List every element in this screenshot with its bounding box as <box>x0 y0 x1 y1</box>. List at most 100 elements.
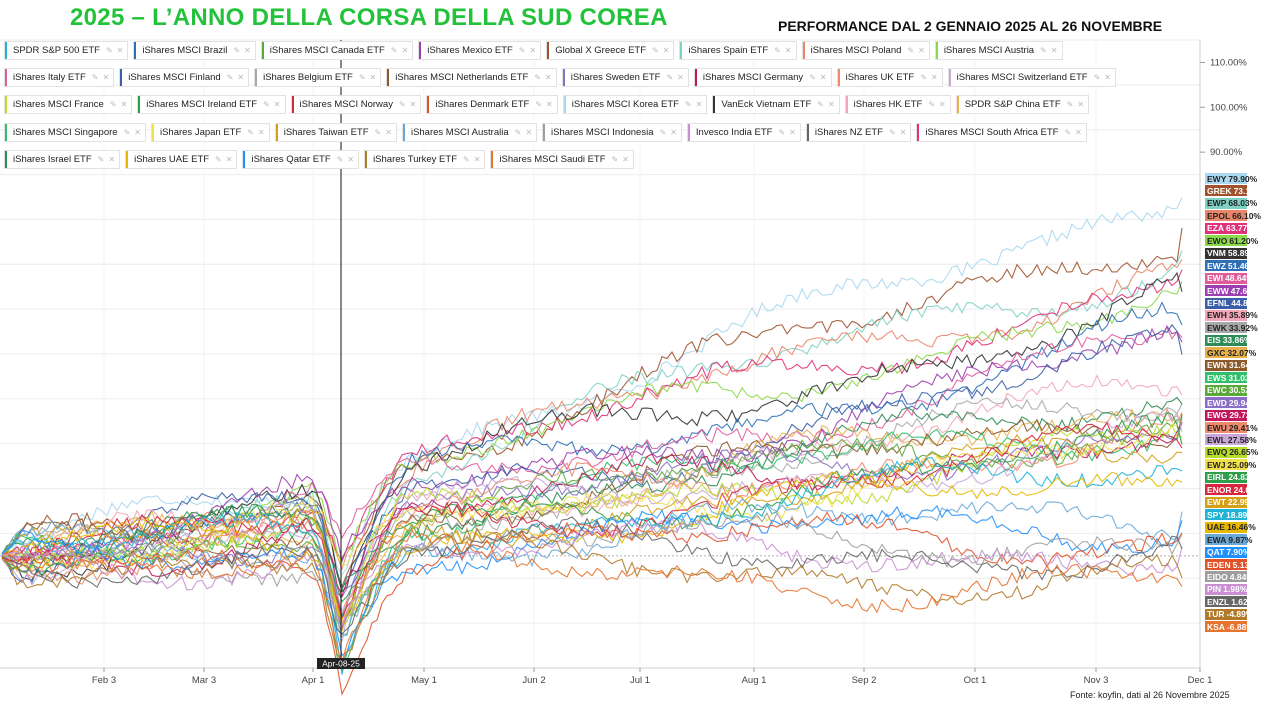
close-icon[interactable]: ✕ <box>1104 73 1111 83</box>
close-icon[interactable]: ✕ <box>273 100 281 110</box>
legend-item[interactable]: iShares Turkey ETF ✎ ✕ <box>364 149 486 169</box>
edit-icon[interactable]: ✎ <box>336 154 344 164</box>
edit-icon[interactable]: ✎ <box>659 127 667 137</box>
close-icon[interactable]: ✕ <box>930 73 938 83</box>
close-icon[interactable]: ✕ <box>473 154 481 164</box>
edit-icon[interactable]: ✎ <box>534 73 541 83</box>
close-icon[interactable]: ✕ <box>120 100 128 110</box>
legend-item[interactable]: iShares Taiwan ETF ✎ ✕ <box>274 122 397 142</box>
close-icon[interactable]: ✕ <box>102 73 110 83</box>
close-icon[interactable]: ✕ <box>939 100 946 110</box>
edit-icon[interactable]: ✎ <box>390 46 398 55</box>
close-icon[interactable]: ✕ <box>677 73 684 83</box>
legend-item[interactable]: iShares MSCI Netherlands ETF ✎ ✕ <box>386 68 557 88</box>
legend-item[interactable]: iShares Belgium ETF ✎ ✕ <box>254 68 382 88</box>
legend-item[interactable]: iShares NZ ETF ✎ ✕ <box>805 122 912 142</box>
close-icon[interactable]: ✕ <box>369 73 377 83</box>
legend-item[interactable]: iShares MSCI Austria ✎ ✕ <box>934 41 1063 60</box>
close-icon[interactable]: ✕ <box>409 100 417 110</box>
legend-item[interactable]: iShares UK ETF ✎ ✕ <box>836 68 943 88</box>
close-icon[interactable]: ✕ <box>1050 46 1058 55</box>
legend-item[interactable]: Invesco India ETF ✎ ✕ <box>686 122 801 142</box>
close-icon[interactable]: ✕ <box>116 46 124 55</box>
legend-item[interactable]: iShares Japan ETF ✎ ✕ <box>150 122 270 142</box>
close-icon[interactable]: ✕ <box>401 46 409 55</box>
legend-item[interactable]: iShares Denmark ETF ✎ ✕ <box>426 95 558 115</box>
legend-item[interactable]: iShares MSCI Australia ✎ ✕ <box>401 122 538 142</box>
close-icon[interactable]: ✕ <box>237 73 245 83</box>
legend-item[interactable]: iShares MSCI Indonesia ✎ ✕ <box>542 122 682 142</box>
edit-icon[interactable]: ✎ <box>920 73 927 83</box>
edit-icon[interactable]: ✎ <box>809 73 816 83</box>
edit-icon[interactable]: ✎ <box>514 127 522 137</box>
legend-item[interactable]: iShares MSCI Poland ✎ ✕ <box>801 41 930 60</box>
legend-item[interactable]: SPDR S&P 500 ETF ✎ ✕ <box>4 41 129 60</box>
legend-item[interactable]: SPDR S&P China ETF ✎ ✕ <box>955 95 1090 115</box>
legend-item[interactable]: iShares Mexico ETF ✎ ✕ <box>418 41 542 60</box>
close-icon[interactable]: ✕ <box>529 46 537 55</box>
edit-icon[interactable]: ✎ <box>684 100 692 110</box>
close-icon[interactable]: ✕ <box>622 154 629 164</box>
close-icon[interactable]: ✕ <box>546 100 553 110</box>
close-icon[interactable]: ✕ <box>918 46 925 55</box>
edit-icon[interactable]: ✎ <box>91 73 99 83</box>
legend-item[interactable]: iShares Qatar ETF ✎ ✕ <box>242 149 360 169</box>
legend-item[interactable]: iShares MSCI Finland ✎ ✕ <box>119 68 250 88</box>
edit-icon[interactable]: ✎ <box>817 100 824 110</box>
close-icon[interactable]: ✕ <box>134 127 141 137</box>
edit-icon[interactable]: ✎ <box>774 46 781 55</box>
edit-icon[interactable]: ✎ <box>233 46 241 55</box>
edit-icon[interactable]: ✎ <box>123 127 131 137</box>
legend-item[interactable]: iShares Spain ETF ✎ ✕ <box>679 41 797 60</box>
legend-item[interactable]: VanEck Vietnam ETF ✎ ✕ <box>712 95 840 115</box>
edit-icon[interactable]: ✎ <box>463 154 470 164</box>
close-icon[interactable]: ✕ <box>789 127 796 137</box>
legend-item[interactable]: iShares UAE ETF ✎ ✕ <box>125 149 238 169</box>
close-icon[interactable]: ✕ <box>670 127 677 137</box>
close-icon[interactable]: ✕ <box>899 127 907 137</box>
edit-icon[interactable]: ✎ <box>263 100 270 110</box>
edit-icon[interactable]: ✎ <box>1040 46 1047 55</box>
close-icon[interactable]: ✕ <box>225 154 233 164</box>
edit-icon[interactable]: ✎ <box>398 100 406 110</box>
edit-icon[interactable]: ✎ <box>105 46 113 55</box>
legend-item[interactable]: iShares MSCI Saudi ETF ✎ ✕ <box>490 149 634 169</box>
edit-icon[interactable]: ✎ <box>928 100 936 110</box>
legend-item[interactable]: iShares Italy ETF ✎ ✕ <box>4 68 115 88</box>
legend-item[interactable]: iShares MSCI Switzerland ETF ✎ ✕ <box>947 68 1116 88</box>
legend-item[interactable]: iShares MSCI Canada ETF ✎ ✕ <box>260 41 414 60</box>
edit-icon[interactable]: ✎ <box>215 154 222 164</box>
legend-item[interactable]: iShares MSCI Ireland ETF ✎ ✕ <box>137 95 286 115</box>
legend-item[interactable]: iShares MSCI Germany ✎ ✕ <box>693 68 832 88</box>
edit-icon[interactable]: ✎ <box>97 154 105 164</box>
close-icon[interactable]: ✕ <box>244 46 251 55</box>
legend-item[interactable]: Global X Greece ETF ✎ ✕ <box>546 41 675 60</box>
close-icon[interactable]: ✕ <box>1077 100 1085 110</box>
close-icon[interactable]: ✕ <box>662 46 670 55</box>
close-icon[interactable]: ✕ <box>827 100 835 110</box>
close-icon[interactable]: ✕ <box>545 73 552 83</box>
close-icon[interactable]: ✕ <box>347 154 355 164</box>
edit-icon[interactable]: ✎ <box>247 127 254 137</box>
edit-icon[interactable]: ✎ <box>518 46 526 55</box>
edit-icon[interactable]: ✎ <box>666 73 674 83</box>
edit-icon[interactable]: ✎ <box>652 46 659 55</box>
close-icon[interactable]: ✕ <box>258 127 265 137</box>
legend-item[interactable]: iShares Sweden ETF ✎ ✕ <box>561 68 689 88</box>
edit-icon[interactable]: ✎ <box>535 100 543 110</box>
legend-item[interactable]: iShares MSCI Brazil ✎ ✕ <box>133 41 256 60</box>
close-icon[interactable]: ✕ <box>784 46 792 55</box>
legend-item[interactable]: iShares Israel ETF ✎ ✕ <box>4 149 121 169</box>
close-icon[interactable]: ✕ <box>108 154 116 164</box>
edit-icon[interactable]: ✎ <box>778 127 786 137</box>
edit-icon[interactable]: ✎ <box>358 73 366 83</box>
edit-icon[interactable]: ✎ <box>374 127 382 137</box>
close-icon[interactable]: ✕ <box>1075 127 1082 137</box>
legend-item[interactable]: iShares MSCI France ✎ ✕ <box>4 95 133 115</box>
close-icon[interactable]: ✕ <box>695 100 703 110</box>
edit-icon[interactable]: ✎ <box>1093 73 1101 83</box>
legend-item[interactable]: iShares MSCI Korea ETF ✎ ✕ <box>562 95 708 115</box>
legend-item[interactable]: iShares HK ETF ✎ ✕ <box>844 95 951 115</box>
edit-icon[interactable]: ✎ <box>907 46 915 55</box>
